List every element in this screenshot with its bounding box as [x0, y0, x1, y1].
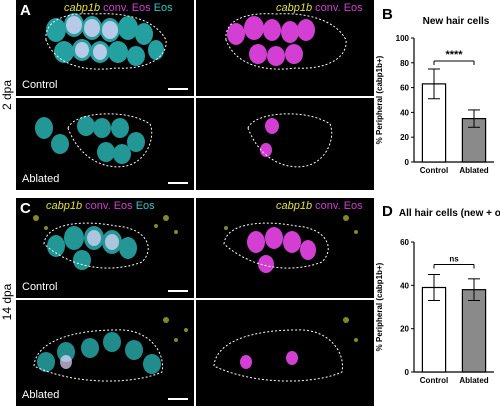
chart-d-svg: All hair cells (new + old) 0 20 40 60 % Perip… [375, 208, 500, 385]
condition-label-ablated: Ablated [22, 173, 60, 185]
condition-label-control: Control [22, 281, 58, 293]
legend-gene: cabp1b [276, 200, 313, 212]
y-tick-label: 0 [405, 368, 410, 377]
legend-conv: conv. Eos [103, 2, 151, 14]
scale-bar [168, 290, 188, 292]
legend-eos: Eos [153, 2, 173, 14]
legend-conv: conv. Eos [315, 200, 363, 212]
micrograph-c-ablated-split [196, 300, 374, 406]
panel-a-label: A [20, 2, 31, 19]
legend-gene: cabp1b [64, 2, 101, 14]
legend-a-right: cabp1b conv. Eos [276, 2, 363, 14]
y-tick-label: 60 [400, 84, 409, 93]
y-tick-label: 100 [396, 34, 410, 43]
chart-d: All hair cells (new + old) 0 20 40 60 % Perip… [375, 198, 500, 406]
legend-c-left: cabp1b conv. Eos Eos [46, 200, 155, 212]
y-axis-label: % Peripheral (cabp1b+) [375, 55, 384, 144]
row1-time-label: 2 dpa [0, 79, 14, 111]
legend-conv: conv. Eos [85, 200, 133, 212]
micrograph-a-control-merge: A cabp1b conv. Eos Eos Control [16, 0, 194, 96]
micrograph-image [225, 13, 347, 70]
panel-d-label: D [382, 203, 393, 220]
row1-time-bar: 2 dpa [0, 0, 14, 190]
legend-a-left: cabp1b conv. Eos Eos [64, 2, 173, 14]
x-tick-label: Ablated [459, 166, 488, 175]
panel-b-label: B [382, 6, 393, 23]
y-tick-label: 20 [400, 133, 409, 142]
scale-bar [168, 398, 188, 400]
legend-gene: cabp1b [46, 200, 83, 212]
y-tick-label: 60 [400, 238, 409, 247]
legend-c-right: cabp1b conv. Eos [276, 200, 363, 212]
micrograph-c-control-merge: C cabp1b conv. Eos Eos Control [16, 198, 194, 298]
scale-bar [168, 88, 188, 90]
row2-time-bar: 14 dpa [0, 198, 14, 406]
x-tick-label: Ablated [459, 376, 488, 385]
condition-label-control: Control [22, 79, 58, 91]
y-tick-label: 0 [405, 158, 410, 167]
condition-label-ablated: Ablated [22, 389, 60, 401]
legend-gene: cabp1b [276, 2, 313, 14]
micrograph-image [213, 317, 358, 382]
micrograph-c-control-split: cabp1b conv. Eos [196, 198, 374, 298]
legend-conv: conv. Eos [315, 2, 363, 14]
micrograph-a-control-split: cabp1b conv. Eos [196, 0, 374, 96]
bar [461, 289, 487, 373]
micrograph-image [45, 13, 167, 70]
significance-label: ns [449, 255, 459, 264]
panel-c-label: C [20, 200, 31, 217]
row2-time-label: 14 dpa [0, 283, 14, 321]
x-tick-label: Control [420, 166, 448, 175]
y-axis-label: % Peripheral (cabp1b+) [375, 262, 384, 351]
micrograph-a-ablated-split [196, 98, 374, 190]
micrograph-image [223, 215, 358, 273]
micrograph-a-ablated-merge: Ablated [16, 98, 194, 190]
chart-b: New hair cells 0 20 40 60 80 100 % Peripheral (… [375, 0, 500, 190]
micrograph-image [247, 113, 333, 168]
y-tick-label: 20 [400, 325, 409, 334]
chart-b-svg: New hair cells 0 20 40 60 80 100 % Peripheral (… [375, 16, 494, 175]
micrograph-c-ablated-merge: Ablated [16, 300, 194, 406]
micrograph-image [33, 317, 188, 382]
y-tick-label: 80 [400, 59, 409, 68]
micrograph-image [33, 215, 178, 270]
y-tick-label: 40 [400, 281, 409, 290]
chart-title: New hair cells [423, 16, 490, 27]
significance-label: **** [445, 49, 463, 61]
chart-title: All hair cells (new + old) [399, 208, 500, 219]
x-tick-label: Control [420, 376, 448, 385]
micrograph-image [35, 113, 153, 168]
scale-bar [168, 182, 188, 184]
legend-eos: Eos [135, 200, 155, 212]
y-tick-label: 40 [400, 108, 409, 117]
